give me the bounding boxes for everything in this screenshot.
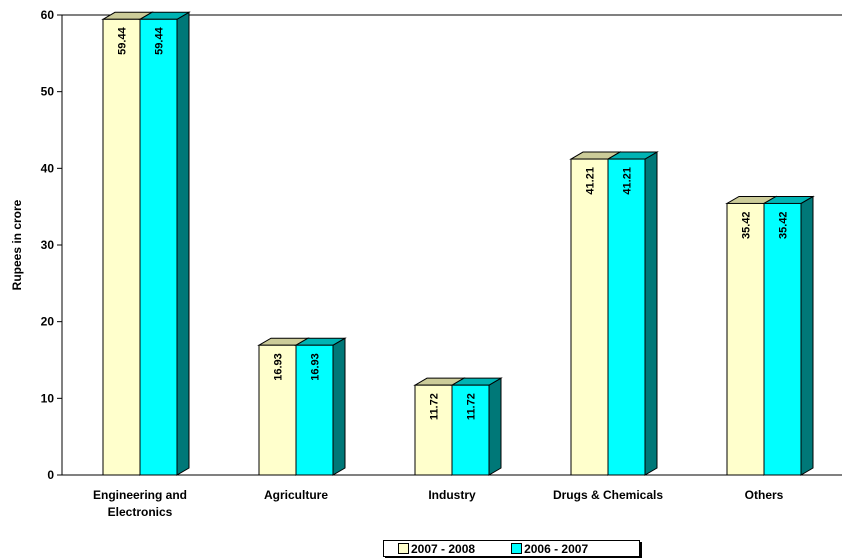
y-tick-label-6: 60 [41, 8, 55, 22]
bar-4-0 [726, 202, 765, 476]
data-label-0-1: 59.44 [154, 26, 166, 54]
y-tick-label-4: 40 [41, 161, 55, 175]
x-tick-label-4: Others [745, 488, 784, 502]
legend-label-2006-2007: 2006 - 2007 [524, 541, 589, 556]
data-label-3-1: 41.21 [622, 167, 634, 195]
legend: 2007 - 2008 2006 - 2007 [383, 540, 640, 557]
bar-2-1-side [488, 377, 502, 476]
x-tick-label-0-line-1: Electronics [108, 505, 173, 519]
x-tick-label-1: Agriculture [264, 488, 328, 502]
bar-3-0 [570, 158, 609, 476]
legend-label-2007-2008: 2007 - 2008 [411, 541, 476, 556]
bar-2-0 [414, 384, 453, 476]
legend-swatch-2006-2007 [511, 543, 523, 554]
y-tick-label-2: 20 [41, 315, 55, 329]
bar-0-0 [102, 18, 141, 476]
data-label-3-0: 41.21 [585, 167, 597, 195]
legend-item-2006-2007: 2006 - 2007 [511, 542, 588, 556]
data-label-1-1: 16.93 [310, 353, 322, 381]
bar-4-1-side [800, 195, 814, 476]
data-label-2-0: 11.72 [429, 393, 441, 420]
legend-item-2007-2008: 2007 - 2008 [398, 542, 475, 556]
bar-1-1-side [332, 337, 346, 476]
bar-3-1-side [644, 151, 658, 476]
data-label-4-1: 35.42 [778, 211, 790, 239]
bar-0-1-side [176, 11, 190, 476]
bar-2-1 [451, 384, 490, 476]
bar-1-0 [258, 344, 297, 476]
data-label-4-0: 35.42 [741, 211, 753, 239]
x-tick-label-0-line-0: Engineering and [93, 488, 187, 502]
x-tick-label-2: Industry [428, 488, 476, 502]
data-label-2-1: 11.72 [466, 393, 478, 420]
y-tick-label-0: 0 [47, 468, 54, 482]
y-axis-label: Rupees in crore [10, 199, 24, 290]
bar-1-1 [295, 344, 334, 476]
x-tick-label-3: Drugs & Chemicals [553, 488, 663, 502]
data-label-1-0: 16.93 [273, 353, 285, 381]
bar-4-1 [763, 202, 802, 476]
legend-swatch-2007-2008 [398, 543, 409, 554]
y-tick-label-1: 10 [41, 391, 55, 405]
y-tick-label-5: 50 [41, 85, 55, 99]
data-label-0-0: 59.44 [117, 26, 129, 54]
y-tick-label-3: 30 [41, 238, 55, 252]
bar-0-1 [139, 18, 178, 476]
bar-3-1 [607, 158, 646, 476]
